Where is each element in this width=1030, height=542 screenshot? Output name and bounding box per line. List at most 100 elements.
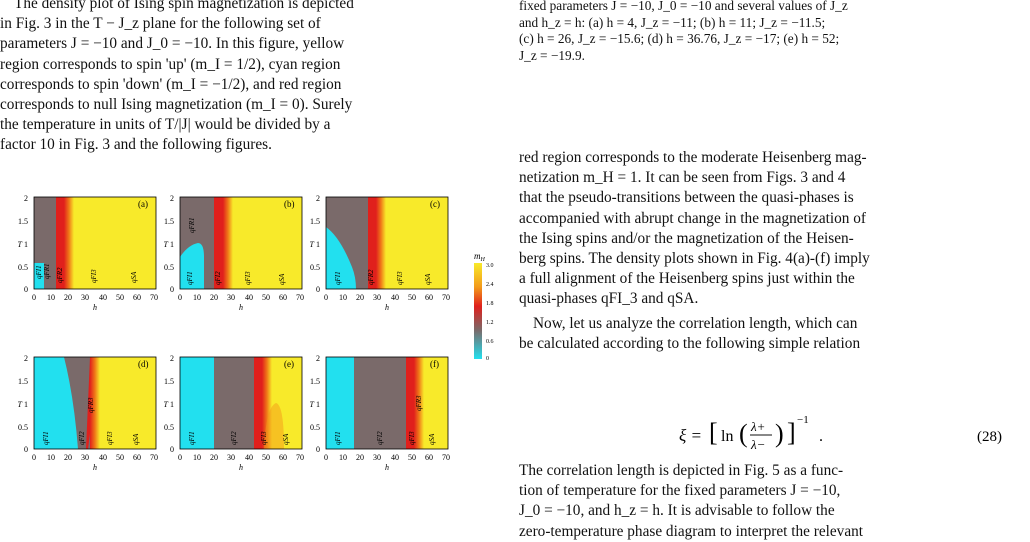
svg-text:50: 50 (262, 293, 270, 302)
panel-c: (c) qFI1 qFR2 qFI3 qSA (325, 196, 449, 290)
svg-text:20: 20 (356, 453, 364, 462)
right-column-text-2: The correlation length is depicted in Fi… (519, 461, 1029, 542)
paragraph-line: The correlation length is depicted in Fi… (519, 462, 844, 479)
figure-caption: fixed parameters J = −10, J_0 = −10 and … (519, 0, 1029, 65)
svg-text:30: 30 (373, 293, 381, 302)
phase-label: qFI3 (244, 271, 252, 285)
caption-line: J_z = −19.9. (519, 48, 585, 64)
svg-text:]: ] (787, 418, 796, 447)
phase-label: qFI1 (188, 431, 196, 445)
svg-text:.: . (819, 428, 823, 445)
phase-label: qSA (132, 433, 140, 445)
svg-text:30: 30 (227, 293, 235, 302)
panel-e: (e) qFI1 qFI2 qFI3 qSA (179, 356, 303, 450)
panel-a: (a) qFI1 qFR1 qFR2 qFI3 qSA (33, 196, 157, 290)
svg-text:60: 60 (279, 453, 287, 462)
phase-label: qFI3 (90, 269, 98, 283)
svg-text:0: 0 (170, 285, 174, 294)
panel-label: (a) (138, 199, 148, 209)
svg-text:60: 60 (425, 453, 433, 462)
phase-label: qFR2 (56, 267, 64, 283)
phase-label: qSA (278, 273, 286, 285)
svg-text:1.5: 1.5 (18, 377, 28, 386)
eq-ln: ln (721, 428, 733, 445)
panel-label: (d) (138, 359, 149, 369)
eq-denominator: λ− (750, 437, 765, 452)
svg-text:0: 0 (32, 293, 36, 302)
svg-text:0.5: 0.5 (310, 423, 320, 432)
svg-text:10: 10 (47, 453, 55, 462)
caption-line: (c) h = 26, J_z = −15.6; (d) h = 36.76, … (519, 31, 840, 47)
paragraph-line: be calculated according to the following… (519, 334, 861, 352)
caption-line: and h_z = h: (a) h = 4, J_z = −11; (b) h… (519, 14, 826, 30)
svg-text:1.5: 1.5 (310, 217, 320, 226)
paragraph-line: accompanied with abrupt change in the ma… (519, 209, 867, 227)
svg-text:2: 2 (316, 194, 320, 203)
phase-label: qFI2 (78, 431, 86, 445)
svg-text:70: 70 (150, 293, 158, 302)
svg-text:1: 1 (316, 240, 320, 249)
svg-text:2: 2 (24, 354, 28, 363)
svg-text:2: 2 (24, 194, 28, 203)
svg-text:T: T (18, 400, 23, 409)
svg-text:h: h (239, 463, 243, 472)
svg-text:20: 20 (210, 293, 218, 302)
svg-text:1.2: 1.2 (486, 320, 494, 326)
colorbar-title: mH (474, 251, 486, 263)
svg-text:70: 70 (442, 293, 450, 302)
phase-label: qFI3 (260, 431, 268, 445)
svg-text:1.5: 1.5 (164, 217, 174, 226)
svg-text:60: 60 (133, 453, 141, 462)
paragraph-line: The density plot of Ising spin magnetiza… (14, 0, 354, 12)
paragraph-line: corresponds to spin 'down' (m_I = −1/2),… (0, 75, 342, 93)
phase-label: qFI2 (230, 431, 238, 445)
svg-text:0.6: 0.6 (486, 339, 494, 345)
density-plot-svg: (a) qFI1 qFR1 qFR2 qFI3 qSA (b) qFI1 qFR… (18, 194, 494, 472)
svg-text:0: 0 (324, 453, 328, 462)
svg-text:h: h (239, 303, 243, 312)
svg-text:30: 30 (373, 453, 381, 462)
equation-svg: ξ = [ ln ( λ+ λ− ) ] −1 . (28) (679, 414, 1002, 452)
svg-text:0.5: 0.5 (18, 263, 28, 272)
phase-label: qFR2 (367, 269, 375, 285)
svg-text:50: 50 (116, 453, 124, 462)
phase-label: qFI3 (396, 271, 404, 285)
right-column-text: red region corresponds to the moderate H… (519, 148, 1029, 354)
paragraph-line: the temperature in units of T/|J| would … (0, 116, 331, 134)
svg-text:2: 2 (170, 354, 174, 363)
phase-label: qFR1 (188, 217, 196, 233)
phase-label: qSA (130, 271, 138, 283)
paragraph-line: a full alignment of the Heisenberg spins… (519, 270, 855, 288)
svg-text:0.5: 0.5 (164, 423, 174, 432)
svg-text:1.5: 1.5 (164, 377, 174, 386)
svg-text:h: h (385, 463, 389, 472)
svg-text:0: 0 (486, 356, 489, 362)
svg-text:0: 0 (178, 453, 182, 462)
svg-text:3.0: 3.0 (486, 263, 494, 269)
svg-text:2: 2 (316, 354, 320, 363)
svg-text:2: 2 (170, 194, 174, 203)
svg-text:60: 60 (425, 293, 433, 302)
caption-line: fixed parameters J = −10, J_0 = −10 and … (519, 0, 848, 13)
svg-text:[: [ (709, 418, 718, 447)
panel-label: (f) (430, 359, 439, 369)
svg-text:50: 50 (408, 453, 416, 462)
svg-text:1: 1 (316, 400, 320, 409)
svg-text:60: 60 (279, 293, 287, 302)
paragraph-line: parameters J = −10 and J_0 = −10. In thi… (0, 35, 345, 53)
panel-f: (f) qFI1 qFI2 qFI3 qFR3 qSA (325, 356, 449, 450)
svg-text:70: 70 (296, 453, 304, 462)
svg-text:10: 10 (339, 293, 347, 302)
svg-text:70: 70 (150, 453, 158, 462)
eq-numerator: λ+ (750, 419, 765, 434)
svg-text:0: 0 (24, 445, 28, 454)
panel-label: (b) (284, 199, 295, 209)
panel-d: (d) qFI1 qFI2 qFR3 qFI3 qSA (33, 356, 157, 450)
svg-text:40: 40 (99, 293, 107, 302)
svg-text:50: 50 (262, 453, 270, 462)
paragraph-line: netization m_H = 1. It can be seen from … (519, 169, 846, 187)
eq-number: (28) (977, 429, 1002, 445)
svg-text:2.4: 2.4 (486, 282, 494, 288)
phase-label: qFI1 (186, 271, 194, 285)
